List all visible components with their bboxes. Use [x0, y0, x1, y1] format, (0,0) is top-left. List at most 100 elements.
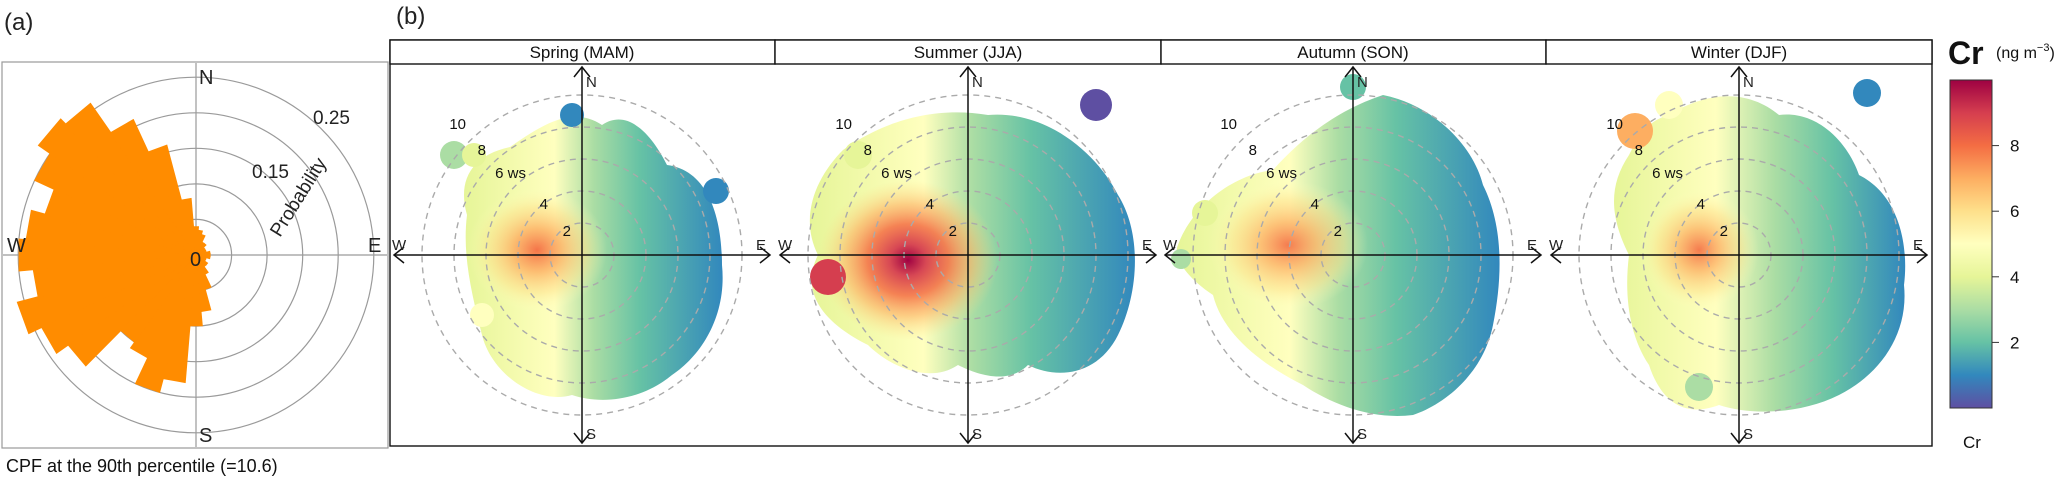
season-title-summer: Summer (JJA): [914, 43, 1023, 62]
cpf-center-label: 0: [190, 249, 201, 271]
title-strip-summer: [774, 39, 1162, 65]
plot-spring: N S W E 2 4 6 ws 8 10: [392, 65, 772, 445]
colorbar-unit-sup: −3: [2037, 42, 2050, 54]
label-w-winter: W: [1549, 237, 1564, 254]
plot-autumn: N S W E 2 4 6 ws 8 10: [1163, 65, 1543, 445]
ring-label-autumn-6-value: 6: [1266, 165, 1274, 182]
hotspot-winter: [1639, 190, 1759, 310]
label-e-winter: E: [1913, 237, 1923, 254]
colorbar-tick-label-6: 6: [2010, 202, 2019, 221]
colorbar-title: Cr: [1948, 35, 1984, 71]
ring-label-autumn-ws: ws: [1275, 165, 1298, 182]
ring-label-summer-6-value: 6: [881, 165, 889, 182]
ring-label-summer-8: 8: [864, 142, 872, 159]
ring-label-winter-ws: ws: [1661, 165, 1684, 182]
ring-label-spring-8: 8: [478, 142, 486, 159]
panel-label-a: (a): [4, 9, 33, 36]
bump-winter-nw: [1617, 113, 1653, 149]
label-w-autumn: W: [1163, 237, 1178, 254]
cpf-sector-350: [180, 197, 197, 256]
cpf-ring-label-0.25: 0.25: [313, 108, 350, 129]
colorbar-unit-close: ): [2049, 45, 2054, 62]
bump-spring-sw: [470, 303, 494, 327]
season-panels: Spring (MAM): [389, 39, 1933, 447]
label-w-summer: W: [778, 237, 793, 254]
axes-winter: [1549, 65, 1929, 445]
season-title-spring: Spring (MAM): [530, 43, 635, 62]
plot-winter: N S W E 2 4 6 ws 8 10: [1549, 65, 1929, 445]
bump-summer-w: [810, 259, 846, 295]
label-e-autumn: E: [1527, 237, 1537, 254]
label-n-spring: N: [586, 74, 597, 91]
bump-autumn-w: [1192, 200, 1218, 226]
label-s-winter: S: [1743, 426, 1753, 443]
colorbar: Cr (ng m−3) 2 4 6 8 Cr: [1948, 35, 2055, 452]
cpf-label-w: W: [7, 235, 26, 257]
bump-winter-s: [1685, 373, 1713, 401]
season-title-winter: Winter (DJF): [1691, 43, 1787, 62]
cpf-label-n: N: [199, 67, 213, 89]
ring-label-winter-2: 2: [1720, 223, 1728, 240]
heatmap-winter: [1614, 79, 1906, 412]
label-n-autumn: N: [1357, 74, 1368, 91]
axes-spring: [392, 65, 772, 445]
cpf-ring-label-0.15: 0.15: [252, 162, 289, 183]
ring-label-winter-6: 6 ws: [1652, 165, 1683, 182]
cpf-label-s: S: [199, 425, 212, 447]
title-strip-winter: [1545, 39, 1933, 65]
cpf-label-e: E: [368, 235, 381, 257]
label-n-summer: N: [972, 74, 983, 91]
ring-label-spring-6-value: 6: [495, 165, 503, 182]
bump-summer-nw: [844, 141, 872, 169]
label-e-spring: E: [756, 237, 766, 254]
ring-label-winter-10: 10: [1606, 116, 1623, 133]
colorbar-tick-label-2: 2: [2010, 333, 2019, 352]
cpf-panel: N E S W 0 0.15 0.25 Probability CPF at t…: [1, 61, 389, 476]
hotspot-spring: [467, 188, 607, 312]
ring-label-winter-8: 8: [1635, 142, 1643, 159]
bump-winter-nw2: [1655, 91, 1683, 119]
ring-label-autumn-10: 10: [1220, 116, 1237, 133]
season-panel-autumn: Autumn (SON): [1160, 39, 1547, 445]
heatmap-summer: [809, 89, 1135, 377]
cpf-footer: CPF at the 90th percentile (=10.6): [6, 456, 278, 476]
bump-spring-ne: [703, 178, 729, 204]
cpf-rose: [16, 102, 212, 394]
hotspot-autumn: [1208, 180, 1368, 310]
plot-summer: N S W E 2 4 6 ws 8 10: [778, 65, 1158, 445]
colorbar-unit-base: (ng m: [1996, 45, 2037, 62]
ring-label-autumn-4: 4: [1311, 196, 1319, 213]
colorbar-tick-label-8: 8: [2010, 137, 2019, 156]
ring-label-summer-6: 6 ws: [881, 165, 912, 182]
ring-label-spring-2: 2: [563, 223, 571, 240]
bump-spring-n: [560, 103, 584, 127]
colorbar-unit: (ng m−3): [1996, 42, 2055, 62]
bump-winter-ne: [1853, 79, 1881, 107]
label-e-summer: E: [1142, 237, 1152, 254]
ring-label-autumn-6: 6 ws: [1266, 165, 1297, 182]
heatmap-spring: [440, 103, 729, 400]
label-w-spring: W: [392, 237, 407, 254]
ring-label-spring-4: 4: [540, 196, 548, 213]
hotspot-summer: [818, 180, 998, 340]
ring-label-summer-10: 10: [835, 116, 852, 133]
bump-spring-nw-1: [440, 141, 468, 169]
ring-label-autumn-8: 8: [1249, 142, 1257, 159]
label-s-spring: S: [586, 426, 596, 443]
ring-label-spring-10: 10: [449, 116, 466, 133]
label-s-summer: S: [972, 426, 982, 443]
bump-summer-ne: [1080, 89, 1112, 121]
colorbar-bar: [1949, 79, 1993, 409]
panel-label-b: (b): [396, 3, 425, 30]
ring-label-winter-4: 4: [1697, 196, 1705, 213]
ring-label-summer-2: 2: [949, 223, 957, 240]
label-s-autumn: S: [1357, 426, 1367, 443]
bump-spring-nw-2: [462, 143, 486, 167]
bump-autumn-w2: [1171, 249, 1191, 269]
season-title-autumn: Autumn (SON): [1297, 43, 1408, 62]
ring-label-spring-6: 6 ws: [495, 165, 526, 182]
label-n-winter: N: [1743, 74, 1754, 91]
season-panel-spring: Spring (MAM): [389, 39, 776, 445]
ring-label-spring-ws: ws: [504, 165, 527, 182]
